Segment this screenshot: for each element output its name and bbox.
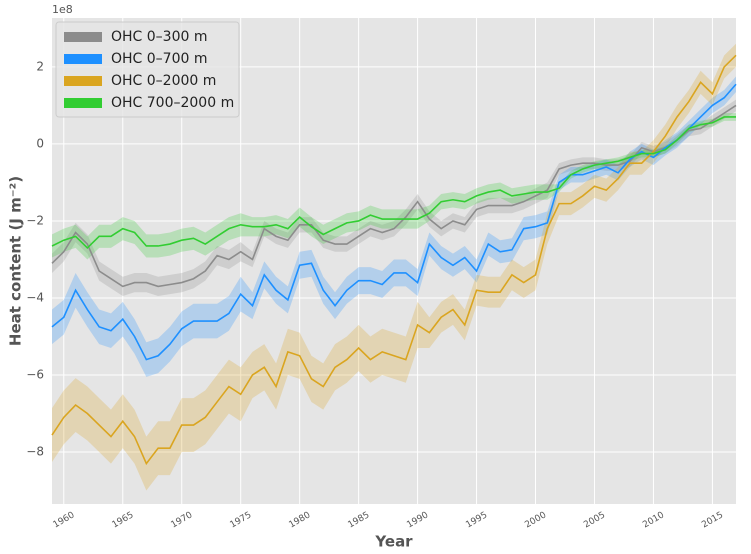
y-tick-label: −4	[26, 290, 44, 304]
x-axis-label: Year	[374, 533, 413, 551]
x-tick-label: 1960	[52, 510, 77, 530]
y-tick-label: 2	[36, 59, 44, 73]
series-line	[51, 54, 737, 466]
x-tick-label: 1990	[405, 510, 430, 530]
y-tick-label: −2	[26, 213, 44, 227]
x-tick-label: 2010	[641, 510, 666, 530]
series-line	[51, 116, 736, 250]
legend-label: OHC 0–700 m	[111, 51, 208, 67]
x-tick-label: 1975	[229, 510, 254, 530]
y-tick-label: 0	[36, 136, 44, 150]
legend-swatch	[64, 32, 102, 42]
x-tick-label: 1970	[170, 510, 195, 530]
legend-label: OHC 0–300 m	[111, 29, 208, 45]
x-tick-label: 2015	[700, 510, 725, 530]
x-tick-label: 1995	[464, 510, 489, 530]
x-tick-label: 2000	[523, 510, 548, 530]
y-tick-label: −6	[26, 367, 44, 381]
y-tick-label: −8	[26, 445, 44, 459]
uncertainty-band	[52, 113, 736, 260]
x-tick-label: 2005	[582, 510, 607, 530]
legend-label: OHC 0–2000 m	[111, 73, 216, 89]
legend-swatch	[64, 76, 102, 86]
series-line	[51, 83, 737, 361]
uncertainty-band	[52, 99, 736, 297]
offset-label: 1e8	[52, 3, 73, 16]
legend-label: OHC 700–2000 m	[111, 95, 234, 111]
y-axis-label: Heat content (J m⁻²)	[7, 176, 25, 346]
legend-swatch	[64, 54, 102, 64]
series-line	[51, 104, 737, 288]
x-tick-label: 1965	[111, 510, 136, 530]
uncertainty-band	[52, 43, 736, 491]
uncertainty-band	[52, 76, 736, 377]
legend-swatch	[64, 98, 102, 108]
x-tick-label: 1985	[346, 510, 371, 530]
legend-box	[55, 21, 240, 118]
x-tick-label: 1980	[287, 510, 312, 530]
